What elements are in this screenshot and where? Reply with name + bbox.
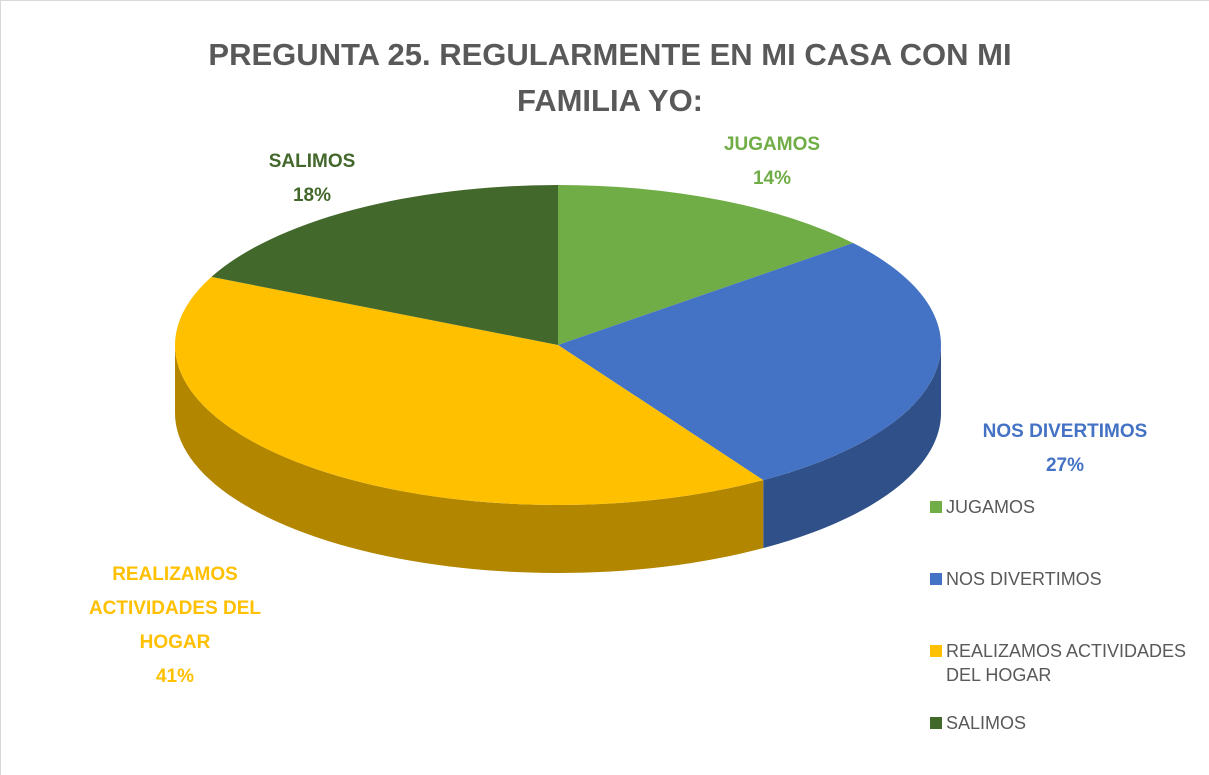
slice [558, 243, 941, 481]
legend-label: NOS DIVERTIMOS [946, 569, 1102, 589]
legend-entry: REALIZAMOS ACTIVIDADES DEL HOGAR [930, 639, 1209, 687]
slice-side [175, 345, 764, 573]
data-label: REALIZAMOS ACTIVIDADES DEL HOGAR 41% [60, 558, 290, 694]
data-label-value: 27% [1045, 455, 1085, 476]
chart-title: PREGUNTA 25. REGULARMENTE EN MI CASA CON… [208, 37, 1012, 118]
legend-entry: NOS DIVERTIMOS [930, 567, 1209, 591]
slice [175, 276, 764, 505]
legend-swatch [930, 501, 942, 513]
data-label-name: SALIMOS [268, 151, 356, 172]
data-label-name: JUGAMOS [723, 134, 821, 155]
legend-swatch [930, 717, 942, 729]
data-label-name: NOS DIVERTIMOS [982, 421, 1148, 442]
slice [558, 185, 854, 345]
legend-label: JUGAMOS [946, 497, 1036, 517]
data-label: SALIMOS 18% [232, 145, 392, 213]
legend-swatch [930, 645, 942, 657]
legend-label: SALIMOS [946, 713, 1027, 733]
slice-side [763, 345, 941, 549]
legend-entry: SALIMOS [930, 711, 1209, 735]
data-label-name: REALIZAMOS ACTIVIDADES DEL HOGAR [88, 564, 262, 653]
data-label-value: 41% [155, 666, 195, 687]
slice [211, 185, 558, 345]
legend-swatch [930, 573, 942, 585]
data-label: NOS DIVERTIMOS 27% [940, 415, 1190, 483]
data-label-value: 18% [292, 185, 332, 206]
legend-entry: JUGAMOS [930, 495, 1209, 519]
data-label: JUGAMOS 14% [692, 128, 852, 196]
legend-label: REALIZAMOS ACTIVIDADES DEL HOGAR [946, 641, 1187, 685]
data-label-value: 14% [752, 168, 792, 189]
